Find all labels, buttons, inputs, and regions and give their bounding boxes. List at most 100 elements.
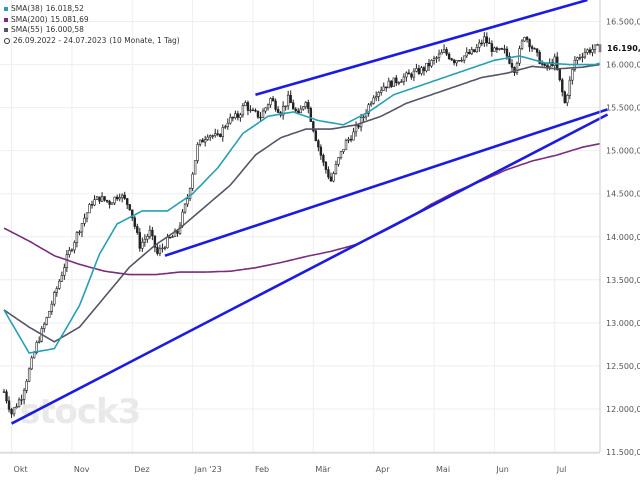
legend-sma55[interactable]: SMA(55) 16.000,58 <box>4 25 180 36</box>
trendline-upper-channel[interactable] <box>255 0 588 96</box>
candle-body <box>417 68 421 74</box>
candle-body <box>269 98 272 106</box>
candle-body <box>488 42 491 44</box>
candle-body <box>254 109 257 112</box>
candle-body <box>387 80 390 89</box>
candle-body <box>30 357 33 370</box>
candle-body <box>432 58 436 61</box>
candle-body <box>460 59 463 62</box>
candle-body <box>276 109 280 113</box>
candle-body <box>110 202 114 205</box>
trendline-middle-channel[interactable] <box>164 108 608 257</box>
candle-body <box>103 196 106 201</box>
candle-body <box>505 48 509 57</box>
candle-body <box>158 248 162 254</box>
candle-body <box>219 133 222 137</box>
candle-body <box>95 196 99 200</box>
candle-body <box>468 51 471 55</box>
sma200-line <box>3 142 601 276</box>
candle-body <box>390 80 393 87</box>
legend-sma55-value: 16.000,58 <box>45 25 84 34</box>
candle-body <box>596 44 599 46</box>
candle-body <box>374 96 378 99</box>
y-tick-label: 16.000,00 <box>606 61 640 70</box>
candle-body <box>259 116 262 119</box>
candle-body <box>483 36 486 44</box>
candle-body <box>73 242 76 251</box>
candle-body <box>136 226 139 233</box>
candle-body <box>523 37 526 42</box>
candle-body <box>88 204 91 214</box>
candle-body <box>271 98 275 102</box>
candle-body <box>113 196 116 204</box>
candle-body <box>395 77 398 84</box>
candle-body <box>193 160 197 175</box>
candle-body <box>141 241 144 249</box>
legend-sma38[interactable]: SMA(38) 16.018,52 <box>4 4 180 15</box>
candle-body <box>246 102 250 111</box>
legend-sma38-label: SMA(38) <box>11 4 43 13</box>
candle-body <box>392 77 395 87</box>
candle-body <box>317 140 320 148</box>
moving-averages <box>3 55 601 354</box>
trendline-support-long[interactable] <box>10 113 609 425</box>
candle-body <box>440 52 443 55</box>
candle-body <box>538 52 541 64</box>
x-tick-label: Jul <box>556 465 567 474</box>
candle-body <box>53 292 56 305</box>
y-tick-label: 13.000,00 <box>606 319 640 328</box>
y-axis: 11.500,00 12.000,00 12.500,00 13.000,00 13.5… <box>599 0 640 457</box>
candle-body <box>563 91 566 104</box>
candle-body <box>299 108 302 114</box>
candle-body <box>500 48 504 50</box>
candle-body <box>334 163 338 174</box>
candle-body <box>405 72 408 78</box>
candle-body <box>342 149 345 152</box>
candle-body <box>27 368 31 382</box>
candle-body <box>256 110 260 118</box>
candle-body <box>231 116 235 119</box>
x-tick-label: Okt <box>14 465 28 474</box>
candle-body <box>203 139 207 143</box>
candle-body <box>478 42 481 48</box>
candle-body <box>7 400 11 410</box>
candle-body <box>377 92 380 97</box>
x-tick-label: Apr <box>376 465 391 474</box>
candle-body <box>93 199 96 206</box>
legend-sma200[interactable]: SMA(200) 15.081,69 <box>4 15 180 26</box>
candle-body <box>322 154 325 163</box>
x-tick-label: Mär <box>315 465 331 474</box>
candle-body <box>68 250 71 255</box>
candle-body <box>362 116 365 118</box>
y-tick-label: 11.500,00 <box>606 448 640 457</box>
candle-body <box>561 79 564 93</box>
candle-body <box>118 197 121 200</box>
candle-body <box>535 48 539 53</box>
candle-body <box>543 63 546 66</box>
candle-body <box>17 399 21 408</box>
candle-body <box>146 236 149 240</box>
candle-body <box>226 122 230 127</box>
candle-body <box>304 102 307 108</box>
sma55-swatch-icon <box>4 28 8 33</box>
candle-body <box>284 105 287 107</box>
candle-body <box>216 133 219 135</box>
candle-body <box>171 236 174 238</box>
candle-body <box>281 105 285 116</box>
candle-body <box>314 130 318 142</box>
candle-body <box>25 380 28 391</box>
candle-body <box>166 236 169 249</box>
y-tick-label: 14.000,00 <box>606 233 640 242</box>
candle-body <box>244 102 247 107</box>
candle-body <box>20 399 23 401</box>
candle-body <box>80 223 84 233</box>
candle-body <box>425 62 428 72</box>
candle-body <box>309 108 313 122</box>
candle-body <box>38 340 41 343</box>
candle-body <box>156 246 159 254</box>
candle-body <box>58 280 61 289</box>
candle-body <box>120 194 124 198</box>
candle-body <box>498 48 501 50</box>
candle-body <box>234 113 237 119</box>
